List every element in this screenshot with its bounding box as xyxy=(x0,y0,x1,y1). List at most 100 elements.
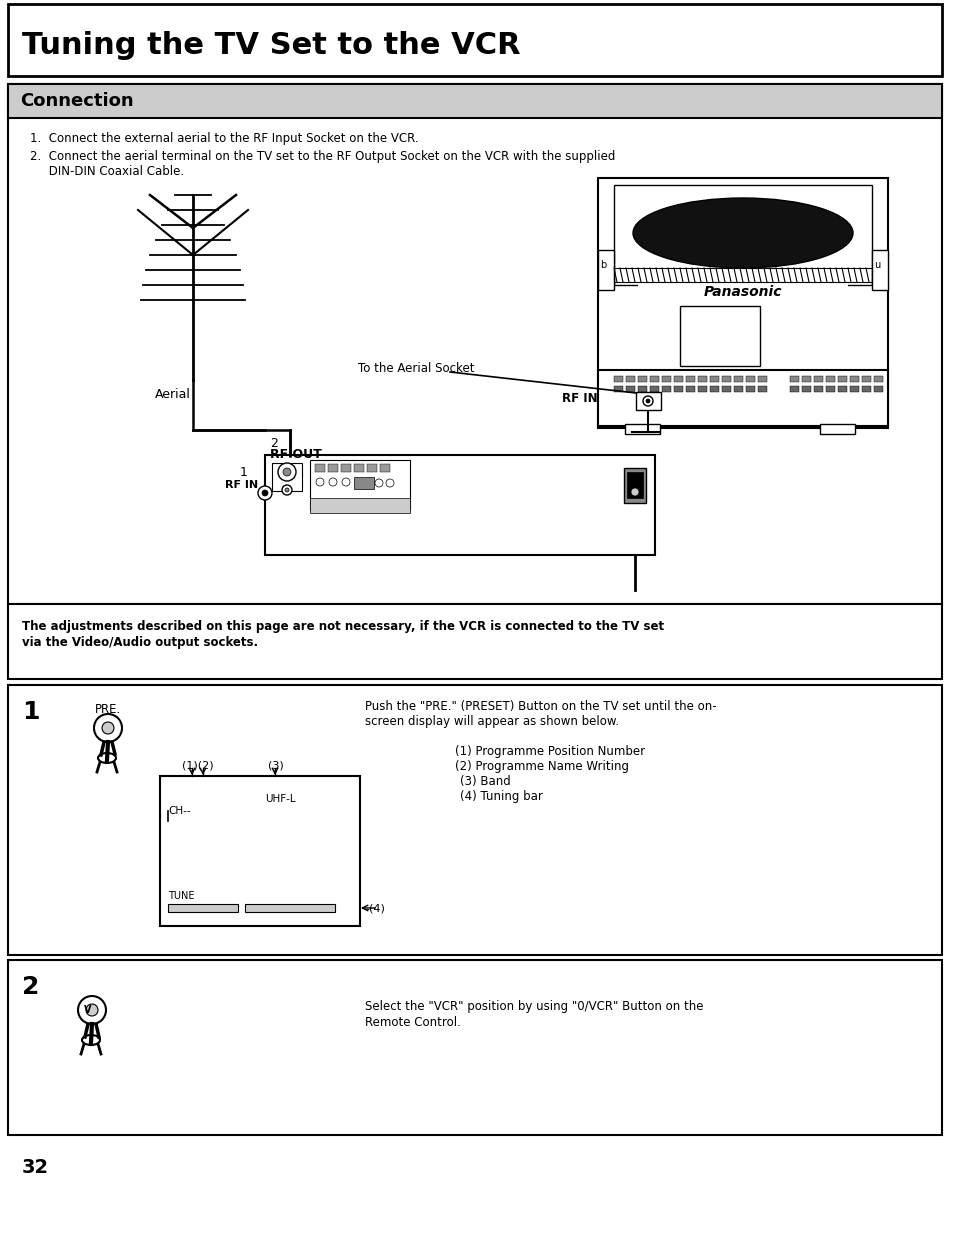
Text: Tuning the TV Set to the VCR: Tuning the TV Set to the VCR xyxy=(22,30,520,60)
Text: via the Video/Audio output sockets.: via the Video/Audio output sockets. xyxy=(22,635,258,649)
Text: DIN-DIN Coaxial Cable.: DIN-DIN Coaxial Cable. xyxy=(30,164,184,178)
Bar xyxy=(849,376,858,383)
Bar xyxy=(813,386,822,392)
Text: Remote Control.: Remote Control. xyxy=(365,1015,460,1029)
Circle shape xyxy=(285,488,289,492)
Circle shape xyxy=(375,478,382,487)
Circle shape xyxy=(642,396,652,406)
Bar xyxy=(354,464,364,472)
Bar xyxy=(825,386,834,392)
Circle shape xyxy=(262,490,268,496)
Ellipse shape xyxy=(98,753,116,763)
Ellipse shape xyxy=(82,1035,100,1045)
Text: (3): (3) xyxy=(268,760,283,770)
Bar xyxy=(649,386,659,392)
Text: To the Aerial Socket: To the Aerial Socket xyxy=(357,363,474,375)
Text: Panasonic: Panasonic xyxy=(703,285,781,299)
Bar xyxy=(685,376,695,383)
Bar xyxy=(733,376,742,383)
Bar xyxy=(8,83,941,604)
Bar xyxy=(638,386,646,392)
Bar xyxy=(745,376,754,383)
Text: 2: 2 xyxy=(270,437,277,450)
Bar xyxy=(160,776,359,926)
Bar xyxy=(328,464,337,472)
Bar xyxy=(873,376,882,383)
Circle shape xyxy=(645,399,649,402)
Text: Aerial: Aerial xyxy=(154,388,191,401)
Circle shape xyxy=(283,468,291,476)
Bar xyxy=(871,250,887,290)
Bar xyxy=(825,376,834,383)
Bar xyxy=(626,472,642,498)
Bar xyxy=(698,376,706,383)
Text: (1)(2): (1)(2) xyxy=(182,760,213,770)
Text: 2.  Connect the aerial terminal on the TV set to the RF Output Socket on the VCR: 2. Connect the aerial terminal on the TV… xyxy=(30,150,615,163)
Bar xyxy=(837,376,846,383)
Bar xyxy=(245,905,335,912)
Bar xyxy=(598,370,887,426)
Text: u: u xyxy=(873,260,880,270)
Text: (4) Tuning bar: (4) Tuning bar xyxy=(459,790,542,802)
Bar xyxy=(862,386,870,392)
Bar xyxy=(698,386,706,392)
Bar xyxy=(614,184,871,285)
Text: b: b xyxy=(599,260,605,270)
Text: V: V xyxy=(84,1006,91,1015)
Bar xyxy=(758,376,766,383)
Circle shape xyxy=(78,996,106,1024)
Bar xyxy=(8,685,941,954)
Text: RF OUT: RF OUT xyxy=(270,449,321,461)
Bar xyxy=(709,376,719,383)
Bar xyxy=(673,386,682,392)
Text: screen display will appear as shown below.: screen display will appear as shown belo… xyxy=(365,715,618,728)
Bar xyxy=(813,376,822,383)
Bar xyxy=(638,282,847,302)
Bar xyxy=(168,905,237,912)
Text: 1.  Connect the external aerial to the RF Input Socket on the VCR.: 1. Connect the external aerial to the RF… xyxy=(30,132,418,145)
Bar xyxy=(625,386,635,392)
Text: RF IN: RF IN xyxy=(561,392,597,405)
Bar xyxy=(837,386,846,392)
Bar xyxy=(624,424,659,434)
Circle shape xyxy=(341,478,350,486)
Bar xyxy=(636,392,660,410)
Text: RF IN: RF IN xyxy=(225,480,258,490)
Bar xyxy=(638,376,646,383)
Bar xyxy=(679,307,760,366)
Bar xyxy=(367,464,376,472)
Bar xyxy=(849,386,858,392)
Bar xyxy=(721,386,730,392)
Circle shape xyxy=(94,714,122,743)
Text: (3) Band: (3) Band xyxy=(459,775,510,787)
Bar xyxy=(354,477,374,488)
Bar xyxy=(340,464,351,472)
Bar xyxy=(310,460,410,510)
Bar xyxy=(8,4,941,76)
Text: -(4): -(4) xyxy=(365,905,384,915)
Text: Connection: Connection xyxy=(20,92,133,110)
Bar xyxy=(758,386,766,392)
Ellipse shape xyxy=(633,198,852,268)
Bar xyxy=(614,268,871,282)
Circle shape xyxy=(329,478,336,486)
Text: 1: 1 xyxy=(22,700,39,724)
Bar xyxy=(661,386,670,392)
Circle shape xyxy=(315,478,324,486)
Bar xyxy=(801,386,810,392)
Bar xyxy=(721,376,730,383)
Bar xyxy=(265,455,655,554)
Bar xyxy=(8,604,941,679)
Bar xyxy=(820,424,854,434)
Bar xyxy=(614,376,622,383)
Text: Push the "PRE." (PRESET) Button on the TV set until the on-: Push the "PRE." (PRESET) Button on the T… xyxy=(365,700,716,713)
Text: (1) Programme Position Number: (1) Programme Position Number xyxy=(455,745,644,758)
Text: 2: 2 xyxy=(22,976,39,999)
Bar xyxy=(673,376,682,383)
Circle shape xyxy=(630,488,639,496)
Text: 32: 32 xyxy=(22,1158,49,1177)
Circle shape xyxy=(86,1004,98,1015)
Bar xyxy=(8,959,941,1135)
Bar xyxy=(310,498,410,513)
Bar xyxy=(733,386,742,392)
